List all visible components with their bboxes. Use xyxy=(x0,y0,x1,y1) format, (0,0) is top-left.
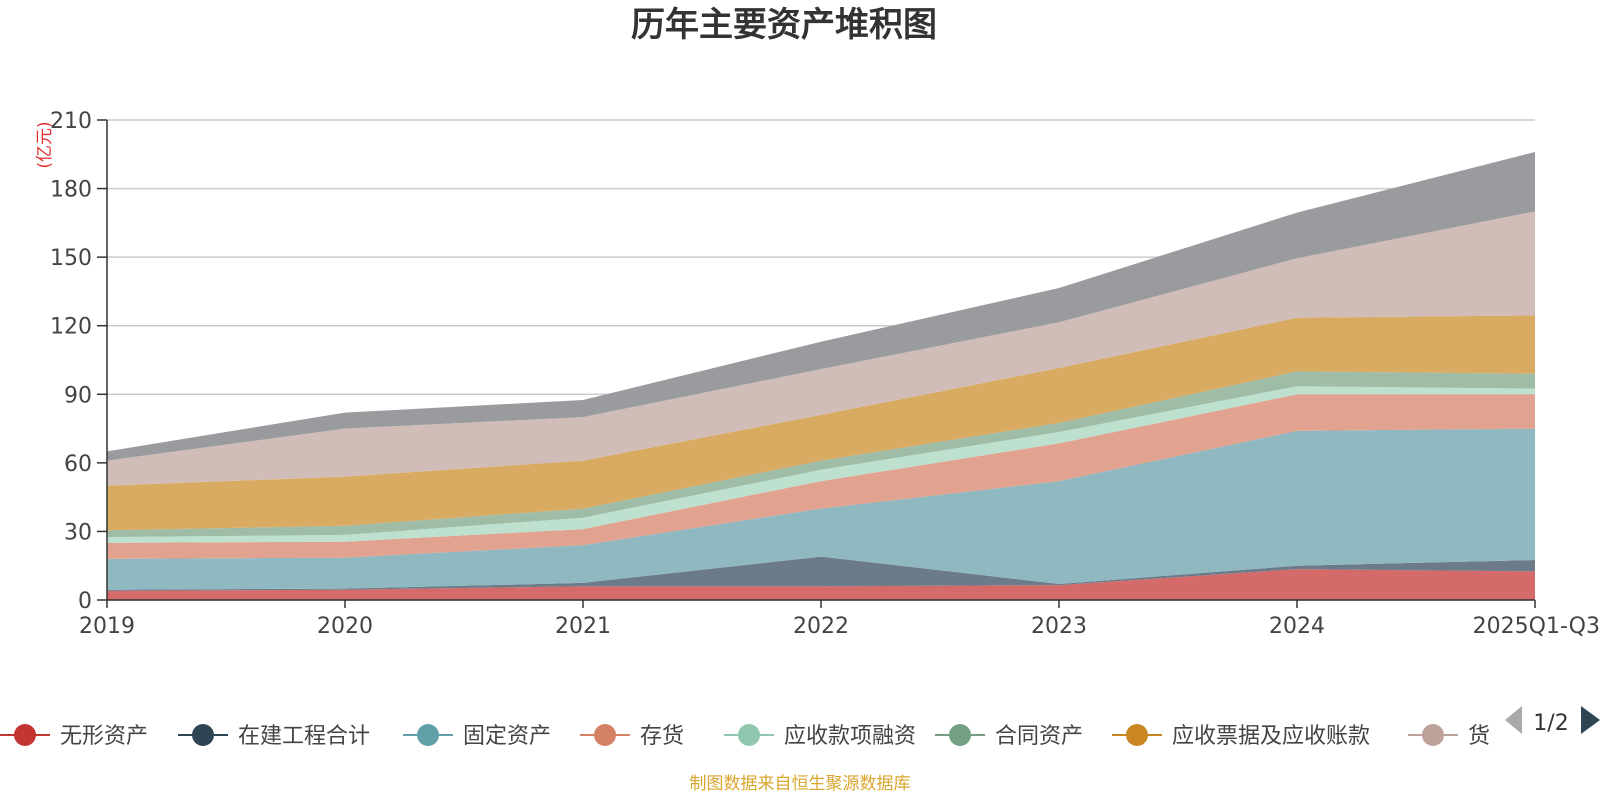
legend-marker xyxy=(417,724,439,746)
legend-item[interactable]: 应收票据及应收账款 xyxy=(1112,724,1370,749)
legend-page-indicator: 1/2 xyxy=(1533,711,1568,736)
area-其他[interactable] xyxy=(107,152,1535,461)
legend-item[interactable]: 存货 xyxy=(580,724,684,749)
x-tick-label: 2025Q1-Q3 xyxy=(1473,614,1600,639)
legend-label: 存货 xyxy=(640,724,684,749)
axes: 0 30 60 90 120 150 180 210 2019 2020 2021 2022 2023 2… xyxy=(50,109,1600,639)
y-tick-label: 0 xyxy=(78,589,92,614)
y-tick-label: 150 xyxy=(50,246,92,271)
legend-label: 货 xyxy=(1468,724,1490,749)
x-tick-label: 2020 xyxy=(317,614,373,639)
legend-item[interactable]: 合同资产 xyxy=(935,724,1083,749)
data-source-note: 制图数据来自恒生聚源数据库 xyxy=(690,774,911,794)
legend-label: 在建工程合计 xyxy=(238,724,370,749)
area-在建工程合计[interactable] xyxy=(107,556,1535,591)
area-固定资产[interactable] xyxy=(107,428,1535,590)
area-无形资产[interactable] xyxy=(107,569,1535,600)
legend-item[interactable]: 货 xyxy=(1408,724,1490,749)
legend-marker xyxy=(1422,724,1444,746)
y-tick-label: 30 xyxy=(64,520,92,545)
legend-marker xyxy=(14,724,36,746)
area-货币资金[interactable] xyxy=(107,211,1535,486)
y-tick-label: 180 xyxy=(50,178,92,203)
x-tick-label: 2022 xyxy=(793,614,849,639)
legend-label: 应收款项融资 xyxy=(784,724,916,749)
legend-prev-page-icon[interactable] xyxy=(1505,706,1522,734)
legend-label: 合同资产 xyxy=(995,724,1083,749)
legend-item[interactable]: 固定资产 xyxy=(403,724,551,749)
y-axis-unit-label: (亿元) xyxy=(35,121,55,168)
x-tick-label: 2019 xyxy=(79,614,135,639)
chart-title: 历年主要资产堆积图 xyxy=(631,5,937,45)
legend-items[interactable]: 无形资产 在建工程合计 固定资产 存货 应收款项融资 合同资产 应收票据及应收账款 货 xyxy=(0,724,1490,749)
legend-item[interactable]: 在建工程合计 xyxy=(178,724,370,749)
legend-marker xyxy=(594,724,616,746)
x-tick-label: 2021 xyxy=(555,614,611,639)
y-tick-label: 90 xyxy=(64,383,92,408)
area-series-group[interactable] xyxy=(107,152,1535,600)
y-tick-label: 60 xyxy=(64,452,92,477)
legend-next-page-icon[interactable] xyxy=(1581,706,1600,734)
y-tick-label: 210 xyxy=(50,109,92,134)
legend-marker xyxy=(192,724,214,746)
legend-item[interactable]: 无形资产 xyxy=(0,724,148,749)
area-存货[interactable] xyxy=(107,394,1535,559)
legend[interactable]: 无形资产 在建工程合计 固定资产 存货 应收款项融资 合同资产 应收票据及应收账款 货 xyxy=(0,724,1490,749)
legend-marker xyxy=(1126,724,1148,746)
legend-label: 应收票据及应收账款 xyxy=(1172,724,1370,749)
legend-label: 固定资产 xyxy=(463,724,551,749)
x-tick-label: 2024 xyxy=(1269,614,1325,639)
legend-label: 无形资产 xyxy=(60,724,148,749)
legend-item[interactable]: 应收款项融资 xyxy=(724,724,916,749)
legend-marker xyxy=(738,724,760,746)
area-应收票据及应收账款[interactable] xyxy=(107,315,1535,531)
x-tick-label: 2023 xyxy=(1031,614,1087,639)
legend-marker xyxy=(949,724,971,746)
y-tick-label: 120 xyxy=(50,315,92,340)
legend-pager[interactable]: 1/2 xyxy=(1505,706,1600,736)
